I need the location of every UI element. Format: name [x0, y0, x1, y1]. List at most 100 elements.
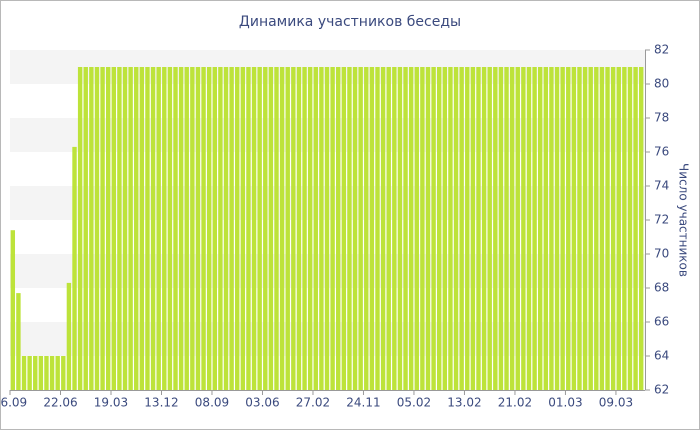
bar [105, 67, 111, 390]
bar [291, 67, 296, 390]
bar [504, 67, 509, 390]
y-tick-label: 68 [654, 281, 669, 295]
bar [566, 67, 571, 390]
bar [526, 67, 532, 390]
bar [285, 67, 290, 390]
bar [33, 356, 38, 390]
bar [537, 67, 543, 390]
bar [577, 67, 582, 390]
bar [369, 67, 375, 390]
bar [487, 67, 492, 390]
bar [223, 67, 229, 390]
bar [515, 67, 520, 390]
bar [212, 67, 217, 390]
bar [184, 67, 189, 390]
bar [263, 67, 268, 390]
x-tick-label: 13.02 [447, 396, 481, 410]
x-tick-label: 03.06 [245, 396, 279, 410]
bar [543, 67, 549, 390]
bar [89, 67, 94, 390]
bar [324, 67, 330, 390]
bar [302, 67, 307, 390]
bar [392, 67, 397, 390]
bar [627, 67, 633, 390]
x-tick-label: 09.03 [599, 396, 633, 410]
bar [509, 67, 515, 390]
bar [100, 67, 105, 390]
bar [201, 67, 206, 390]
bar [61, 356, 66, 390]
bar [229, 67, 234, 390]
y-tick-label: 76 [654, 145, 669, 159]
y-tick-label: 72 [654, 213, 669, 227]
bar [274, 67, 279, 390]
bar [358, 67, 363, 390]
bar [330, 67, 335, 390]
bar [364, 67, 369, 390]
bar [459, 67, 464, 390]
bar [167, 67, 173, 390]
bar [448, 67, 453, 390]
bar [44, 356, 49, 390]
bar [425, 67, 431, 390]
bar [240, 67, 246, 390]
y-tick-label: 64 [654, 349, 669, 363]
bar [408, 67, 414, 390]
bar [128, 67, 133, 390]
bar [375, 67, 380, 390]
bar [206, 67, 212, 390]
bar [616, 67, 621, 390]
bar [235, 67, 240, 390]
bar [156, 67, 161, 390]
bar [134, 67, 139, 390]
bar [257, 67, 262, 390]
bar [532, 67, 537, 390]
bar [307, 67, 313, 390]
bar [16, 293, 21, 390]
bar [453, 67, 459, 390]
bar [195, 67, 201, 390]
x-tick-label: 01.03 [548, 396, 582, 410]
bar [251, 67, 257, 390]
bar [145, 67, 150, 390]
bar [117, 67, 122, 390]
x-tick-label: 21.02 [498, 396, 532, 410]
bar [55, 356, 60, 390]
bar [83, 67, 88, 390]
bar [633, 67, 638, 390]
x-tick-label: 22.06 [43, 396, 77, 410]
bar [610, 67, 616, 390]
bar [571, 67, 577, 390]
chart-title: Динамика участников беседы [239, 14, 461, 30]
bar [521, 67, 526, 390]
y-tick-label: 80 [654, 77, 669, 91]
x-tick-label: 26.09 [0, 396, 27, 410]
bar [246, 67, 251, 390]
bar [554, 67, 560, 390]
bar [352, 67, 358, 390]
bar [380, 67, 386, 390]
bar [560, 67, 565, 390]
bar [588, 67, 593, 390]
bar [493, 67, 498, 390]
bar [397, 67, 403, 390]
bar [599, 67, 605, 390]
y-tick-label: 62 [654, 383, 669, 397]
bar [122, 67, 128, 390]
bar [431, 67, 436, 390]
bar [150, 67, 156, 390]
y-tick-label: 66 [654, 315, 669, 329]
bar [94, 67, 100, 390]
bar [313, 67, 318, 390]
bar [476, 67, 481, 390]
bar [66, 282, 72, 390]
bar [498, 67, 504, 390]
bar [10, 230, 16, 390]
bar [218, 67, 223, 390]
bar [77, 67, 83, 390]
bar [622, 67, 627, 390]
bar [582, 67, 588, 390]
bar [173, 67, 178, 390]
bar [21, 356, 27, 390]
